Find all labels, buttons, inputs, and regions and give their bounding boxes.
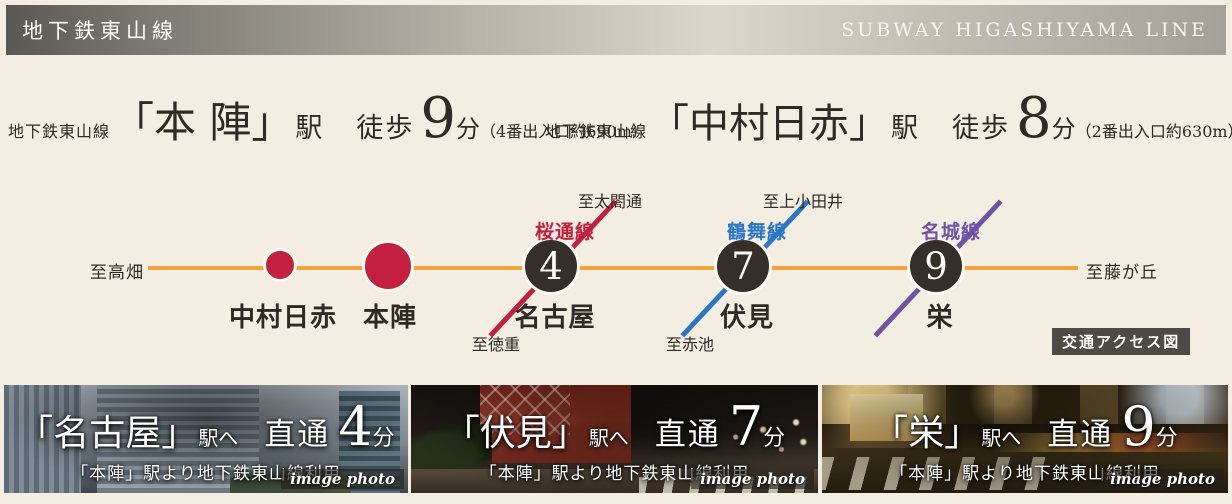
- terminal-takabata: 至高畑: [90, 263, 144, 283]
- to-kamiotai-label: 至上小田井: [763, 192, 844, 211]
- station-label-nakamura-nisseki: 中村日赤: [228, 303, 338, 333]
- sakura-dori-label: 桜通線: [535, 221, 596, 243]
- photo-fushimi-streetlights: [634, 415, 818, 464]
- station-dot-sakae: 9: [907, 237, 965, 295]
- station-number: 4: [539, 244, 563, 288]
- card-title: 「名古屋」 駅へ 直通 4 分: [4, 395, 408, 458]
- card-subtitle: 「本陣」駅より地下鉄東山線利用: [890, 464, 1160, 484]
- access-nakamura-nisseki: 地下鉄東山線 「中村日赤」 駅 徒歩 8 分 （2番出入口約630m）: [545, 86, 1232, 151]
- station-dot-nagoya: 4: [522, 237, 580, 295]
- to-taikodori-label: 至太閤通: [578, 192, 643, 211]
- station-suffix: 駅: [295, 113, 323, 144]
- photo-fushimi-trees: [411, 423, 493, 476]
- card-minutes-unit: 分: [763, 426, 786, 451]
- station-number: 9: [924, 244, 948, 288]
- card-station-suffix: 駅へ: [198, 426, 239, 450]
- card-direct-label: 直通: [1047, 417, 1114, 453]
- to-akaike-label: 至赤池: [666, 335, 715, 354]
- minutes-unit: 分: [1051, 115, 1076, 143]
- station-dot-fushimi: 7: [714, 237, 772, 295]
- card-text: 「栄」 駅へ 直通 9 分 「本陣」駅より地下鉄東山線利用: [822, 395, 1228, 484]
- walk-minutes: 9: [420, 86, 457, 151]
- card-title: 「伏見」 駅へ 直通 7 分: [411, 395, 818, 458]
- station-number: 7: [731, 244, 755, 288]
- station-name: 「中村日赤」: [649, 101, 890, 147]
- walk-label: 徒歩: [952, 113, 1011, 144]
- tsurumai-label: 鶴舞線: [727, 221, 788, 243]
- photo-card-nagoya: 「名古屋」 駅へ 直通 4 分 「本陣」駅より地下鉄東山線利用 image ph…: [4, 385, 408, 493]
- card-minutes-unit: 分: [1155, 426, 1178, 451]
- map-caption-badge: 交通アクセス図: [1052, 328, 1191, 355]
- minutes-unit: 分: [456, 115, 481, 143]
- station-dot-honjin: [362, 240, 414, 292]
- walk-label: 徒歩: [356, 113, 415, 144]
- card-title: 「栄」 駅へ 直通 9 分: [822, 395, 1228, 458]
- higashiyama-line: [148, 266, 1078, 270]
- photo-card-sakae: 「栄」 駅へ 直通 9 分 「本陣」駅より地下鉄東山線利用 image phot…: [822, 385, 1228, 493]
- image-photo-tag: image photo: [691, 469, 814, 489]
- meijo-label: 名城線: [921, 221, 982, 243]
- station-label-nagoya: 名古屋: [514, 303, 596, 333]
- photo-fushimi-lattice: [480, 385, 570, 435]
- card-station: 「栄」: [872, 413, 981, 454]
- card-direct-label: 直通: [654, 417, 721, 453]
- line-prefix: 地下鉄東山線: [8, 122, 111, 141]
- card-direct-label: 直通: [264, 417, 331, 453]
- station-label-fushimi: 伏見: [719, 303, 775, 333]
- exit-note: （4番出入口約690m）: [480, 122, 648, 141]
- header-bar: 地下鉄東山線 SUBWAY HIGASHIYAMA LINE: [6, 5, 1226, 55]
- card-subtitle: 「本陣」駅より地下鉄東山線利用: [71, 464, 341, 484]
- station-label-sakae: 栄: [926, 303, 954, 333]
- card-minutes: 4: [338, 395, 373, 458]
- header-title-jp: 地下鉄東山線: [22, 19, 178, 43]
- station-name: 「本 陣」: [112, 98, 294, 147]
- image-photo-tag: image photo: [281, 469, 404, 489]
- header-title-en: SUBWAY HIGASHIYAMA LINE: [841, 19, 1208, 41]
- card-station: 「名古屋」: [17, 413, 198, 454]
- station-dot-nakamura-nisseki: [263, 248, 297, 282]
- card-minutes-unit: 分: [372, 426, 395, 451]
- access-honjin: 地下鉄東山線 「本 陣」 駅 徒歩 9 分 （4番出入口約690m）: [8, 86, 648, 151]
- walk-minutes: 8: [1016, 86, 1052, 151]
- terminal-fujigaoka: 至藤が丘: [1086, 263, 1158, 283]
- route-diagram: 至高畑 至藤が丘 4 7 9 中村日赤 本陣 名古屋 伏見 栄 桜通線 鶴舞線 …: [0, 175, 1232, 380]
- card-text: 「名古屋」 駅へ 直通 4 分 「本陣」駅より地下鉄東山線利用: [4, 395, 408, 484]
- card-station-suffix: 駅へ: [981, 426, 1022, 450]
- card-subtitle: 「本陣」駅より地下鉄東山線利用: [479, 464, 750, 484]
- station-label-honjin: 本陣: [362, 303, 418, 333]
- to-tokushige-label: 至徳重: [472, 335, 521, 354]
- card-station-suffix: 駅へ: [588, 426, 629, 450]
- photo-sakae-storefront: [850, 393, 924, 442]
- photo-card-fushimi: 「伏見」 駅へ 直通 7 分 「本陣」駅より地下鉄東山線利用 image pho…: [411, 385, 818, 493]
- station-suffix: 駅: [891, 113, 919, 144]
- photo-sakae-light-trails: [992, 432, 1228, 452]
- card-station: 「伏見」: [443, 413, 588, 454]
- card-minutes: 9: [1121, 395, 1156, 458]
- card-minutes: 7: [728, 395, 764, 458]
- exit-note: （2番出入口約630m）: [1075, 122, 1232, 141]
- card-text: 「伏見」 駅へ 直通 7 分 「本陣」駅より地下鉄東山線利用: [411, 395, 818, 484]
- image-photo-tag: image photo: [1101, 469, 1224, 489]
- photo-sakae-crosswalk: [822, 457, 1046, 490]
- line-prefix: 地下鉄東山線: [545, 122, 648, 141]
- photo-fushimi-red-building: [480, 385, 631, 463]
